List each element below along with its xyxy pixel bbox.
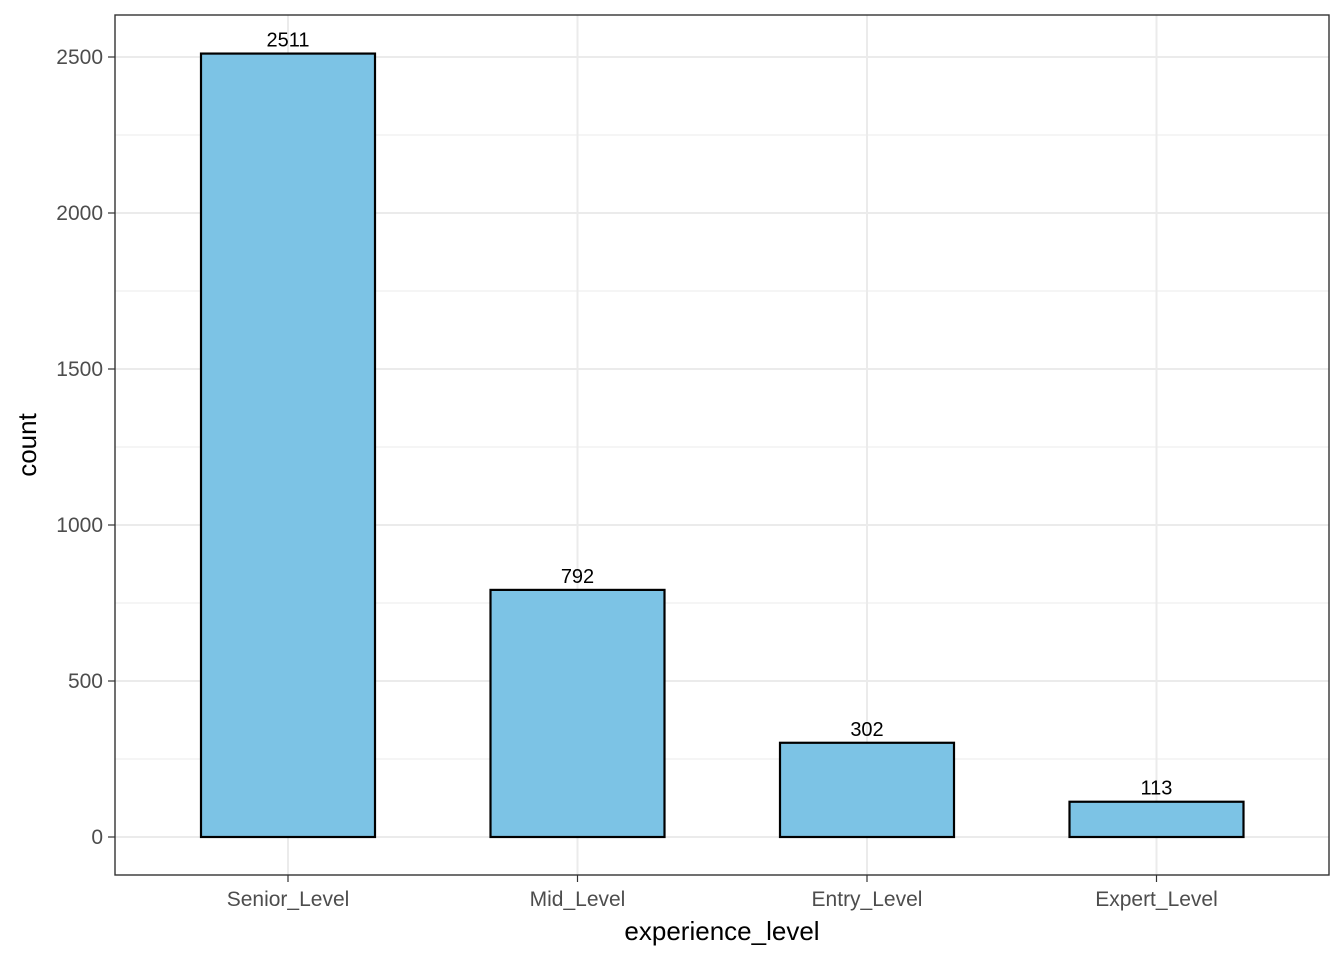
x-tick-label: Mid_Level (530, 888, 626, 911)
y-axis-title: count (12, 412, 42, 476)
bars-layer (199, 52, 1245, 839)
y-tick-label: 1000 (56, 514, 103, 537)
x-tick-label: Expert_Level (1095, 888, 1218, 911)
data-label: 113 (1141, 778, 1173, 800)
y-tick-label: 1500 (56, 358, 103, 381)
y-tick-label: 2000 (56, 202, 103, 225)
bar-mid-level (489, 588, 666, 839)
x-tick-label: Entry_Level (812, 888, 923, 911)
y-tick-label: 2500 (56, 46, 103, 69)
data-label: 792 (561, 566, 594, 588)
x-axis-title: experience_level (624, 916, 819, 946)
data-labels-layer: 2511 792 302 113 (266, 30, 1172, 800)
bar-expert-level (1068, 800, 1245, 839)
x-axis: Senior_Level Mid_Level Entry_Level Expert_L… (227, 875, 1218, 911)
y-axis: 0 500 1000 1500 2000 2500 (56, 46, 115, 849)
x-tick-label: Senior_Level (227, 888, 350, 911)
data-label: 2511 (266, 30, 309, 52)
bar-entry-level (778, 741, 956, 839)
panel-border (114, 14, 1330, 876)
bar-senior-level (199, 52, 377, 839)
y-tick-label: 500 (68, 670, 103, 693)
data-label: 302 (850, 719, 883, 741)
y-tick-label: 0 (91, 826, 103, 849)
